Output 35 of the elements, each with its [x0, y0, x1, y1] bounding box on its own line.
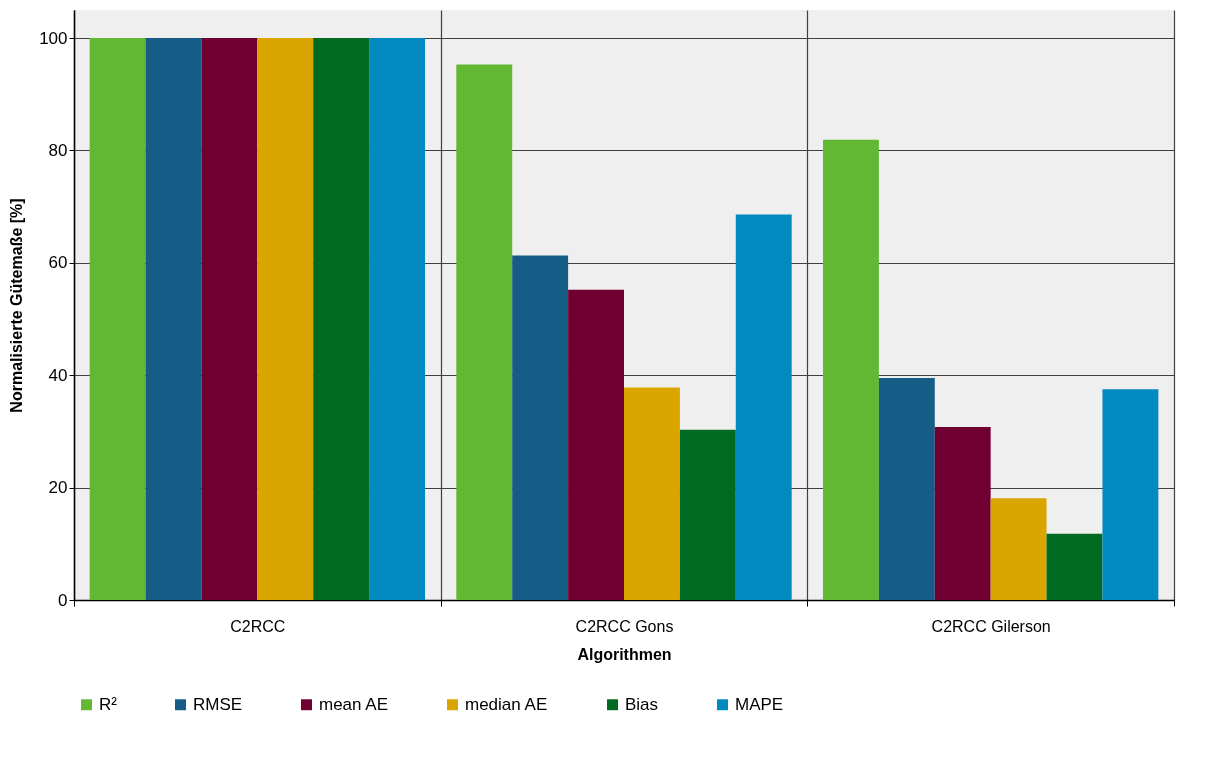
- bar: [990, 498, 1047, 600]
- bar: [89, 38, 146, 600]
- x-tick-label: C2RCC: [230, 617, 286, 635]
- y-tick-label: 100: [39, 28, 68, 48]
- legend-label: RMSE: [193, 694, 243, 714]
- bar: [735, 214, 792, 600]
- bar: [1102, 389, 1159, 600]
- y-tick-label: 0: [58, 590, 68, 610]
- bar: [145, 38, 202, 600]
- bar: [624, 387, 680, 600]
- bar: [568, 289, 624, 600]
- y-tick-label: 80: [48, 140, 68, 160]
- x-tick-label: C2RCC Gilerson: [931, 617, 1051, 635]
- x-tick-label: C2RCC Gons: [575, 617, 674, 635]
- bar: [822, 139, 879, 600]
- legend-label: median AE: [465, 694, 548, 714]
- legend-label: Bias: [625, 694, 659, 714]
- bar: [512, 255, 569, 600]
- x-axis-title: Algorithmen: [577, 645, 672, 663]
- bar: [878, 378, 935, 600]
- legend-label: MAPE: [735, 694, 784, 714]
- bar: [313, 38, 370, 600]
- y-tick-label: 60: [48, 253, 68, 273]
- y-axis-title: Normalisierte Gütemaße [%]: [8, 198, 26, 413]
- legend-label: R²: [99, 694, 118, 714]
- bar: [934, 426, 991, 600]
- bar: [201, 38, 258, 600]
- bar: [679, 429, 736, 600]
- bar: [369, 38, 426, 600]
- legend-label: mean AE: [319, 694, 388, 714]
- bar: [1046, 533, 1103, 600]
- bar: [456, 64, 513, 600]
- y-tick-label: 20: [48, 478, 68, 498]
- y-tick-label: 40: [48, 365, 68, 385]
- bar: [257, 38, 314, 600]
